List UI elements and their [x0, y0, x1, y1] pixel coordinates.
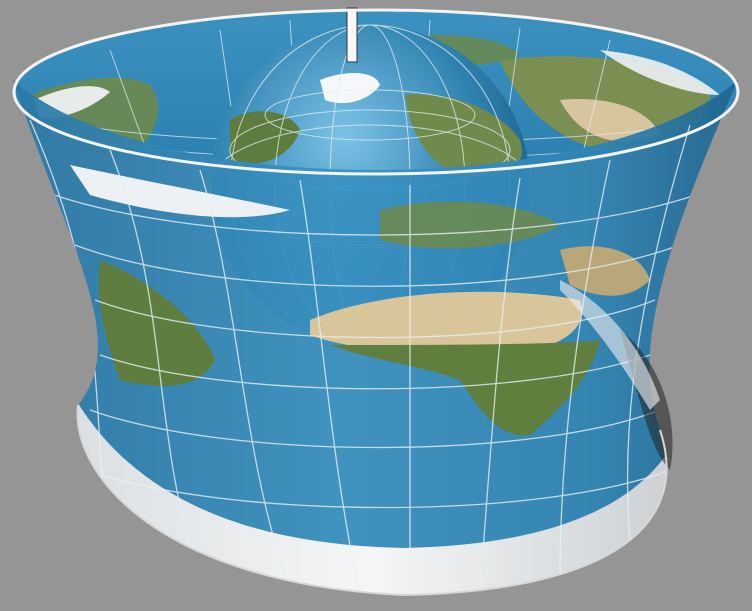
south-america [98, 260, 215, 386]
greenland-ice [320, 73, 380, 104]
top-rim [12, 8, 740, 176]
sahara [310, 291, 582, 355]
arctic-streak [70, 165, 290, 218]
surface-highlight-strip [560, 280, 660, 410]
africa [330, 340, 600, 436]
bottom-rim [76, 404, 668, 597]
antarctica-band [40, 370, 700, 595]
arabia [560, 246, 650, 296]
hyperboloid-surface [13, 80, 738, 595]
polar-axis-rod [346, 7, 358, 63]
inner-ice-east [600, 50, 720, 95]
